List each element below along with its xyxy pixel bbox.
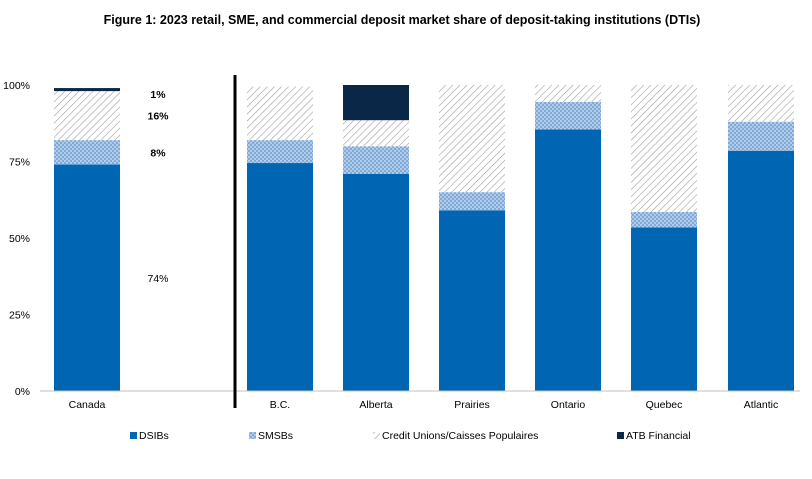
data-label: 1% (150, 89, 166, 101)
x-tick-label: Atlantic (744, 399, 778, 411)
bar-segment-dsibs (728, 150, 794, 391)
bar-group-atlantic (728, 85, 794, 391)
bar-segment-smsbs (54, 140, 120, 165)
bar-segment-credit-unions-caisses-populaires (343, 120, 409, 147)
x-tick-label: Ontario (551, 399, 586, 411)
bar-segment-smsbs (247, 140, 313, 164)
legend-item: Credit Unions/Caisses Populaires (373, 430, 538, 442)
legend-label: DSIBs (139, 430, 169, 442)
x-tick-label: Canada (69, 399, 106, 411)
bar-segment-credit-unions-caisses-populaires (439, 85, 505, 193)
bar-segment-atb-financial (343, 85, 409, 121)
legend-swatch (617, 432, 624, 439)
bar-segment-atb-financial (54, 88, 120, 92)
bars (54, 85, 794, 391)
bar-segment-credit-unions-caisses-populaires (54, 91, 120, 141)
bar-group-alberta (343, 85, 409, 391)
bar-segment-smsbs (535, 101, 601, 130)
bar-segment-credit-unions-caisses-populaires (535, 85, 601, 102)
legend-label: SMSBs (258, 430, 293, 442)
bar-group-ontario (535, 85, 601, 391)
legend-swatch (373, 432, 380, 439)
legend-label: Credit Unions/Caisses Populaires (382, 430, 538, 442)
legend-item: ATB Financial (617, 430, 691, 442)
y-tick-label: 0% (15, 386, 30, 398)
x-tick-label: Alberta (359, 399, 392, 411)
bar-segment-smsbs (439, 192, 505, 211)
legend-swatch (130, 432, 137, 439)
x-axis-labels: Canada B.C. Alberta Prairies Ontario Quebec At… (69, 399, 779, 411)
data-label: 74% (147, 273, 168, 285)
bar-segment-dsibs (247, 163, 313, 391)
chart-title: Figure 1: 2023 retail, SME, and commerci… (104, 13, 701, 27)
x-tick-label: Quebec (646, 399, 683, 411)
bar-group-b-c- (247, 86, 313, 391)
legend: DSIBs SMSBs Credit Unions/Caisses Populair… (130, 430, 691, 442)
data-label: 8% (150, 147, 166, 159)
bar-group-quebec (631, 85, 697, 391)
x-tick-label: B.C. (270, 399, 290, 411)
y-tick-label: 50% (9, 233, 30, 245)
legend-swatch (249, 432, 256, 439)
bar-group-canada (54, 88, 120, 391)
legend-label: ATB Financial (626, 430, 691, 442)
y-tick-label: 100% (3, 80, 30, 92)
bar-segment-dsibs (439, 210, 505, 391)
bar-segment-smsbs (343, 146, 409, 174)
bar-segment-smsbs (631, 211, 697, 228)
bar-segment-credit-unions-caisses-populaires (247, 86, 313, 141)
bar-segment-dsibs (535, 129, 601, 391)
y-tick-label: 75% (9, 157, 30, 169)
data-labels: 1% 16% 8% 74% (147, 89, 169, 285)
bar-segment-credit-unions-caisses-populaires (631, 85, 697, 212)
bar-segment-smsbs (728, 121, 794, 151)
bar-segment-dsibs (631, 227, 697, 391)
bar-segment-dsibs (54, 164, 120, 391)
legend-item: DSIBs (130, 430, 169, 442)
bar-group-prairies (439, 85, 505, 391)
bar-segment-credit-unions-caisses-populaires (728, 85, 794, 122)
legend-item: SMSBs (249, 430, 293, 442)
data-label: 16% (147, 111, 169, 123)
y-axis: 0% 25% 50% 75% 100% (3, 80, 30, 398)
y-tick-label: 25% (9, 310, 30, 322)
x-tick-label: Prairies (454, 399, 490, 411)
bar-segment-dsibs (343, 173, 409, 391)
